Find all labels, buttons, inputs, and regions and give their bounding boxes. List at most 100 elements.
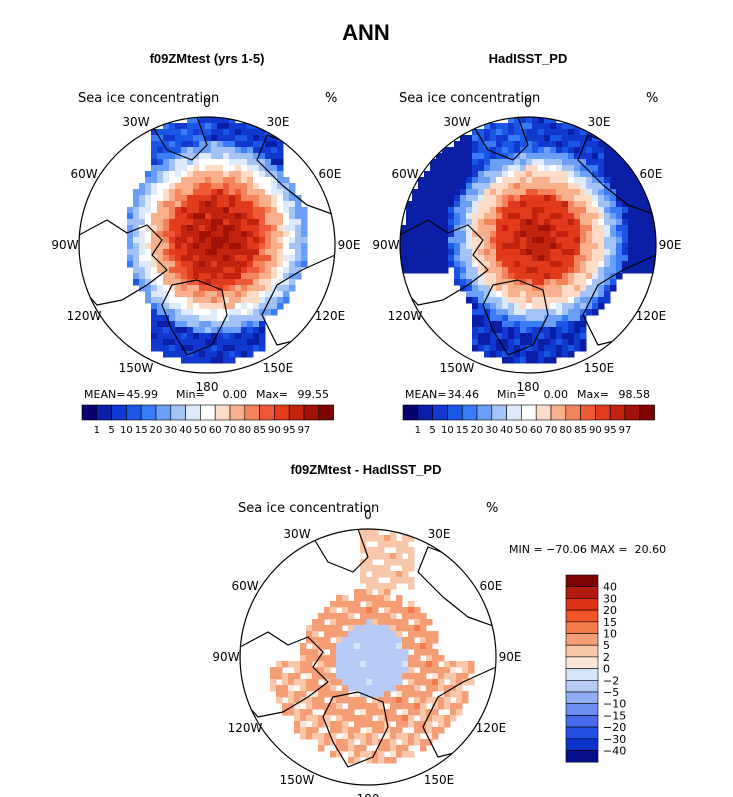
colorbar-label: 90 xyxy=(589,425,602,436)
field-cell xyxy=(277,207,284,214)
field-cell xyxy=(276,661,283,668)
field-cell xyxy=(390,649,397,656)
colorbar-swatch xyxy=(565,726,599,740)
field-cell xyxy=(157,147,164,154)
field-cell xyxy=(408,703,415,710)
field-cell xyxy=(223,297,230,304)
field-cell xyxy=(271,237,278,244)
field-cell xyxy=(193,339,200,346)
field-cell xyxy=(556,291,563,298)
field-cell xyxy=(247,321,254,328)
field-cell xyxy=(169,219,176,226)
colorbar-label: 10 xyxy=(441,425,454,436)
field-cell xyxy=(372,565,379,572)
field-cell xyxy=(348,703,355,710)
field-cell xyxy=(514,297,521,304)
field-cell xyxy=(241,285,248,292)
field-cell xyxy=(526,255,533,262)
field-cell xyxy=(568,333,575,340)
field-cell xyxy=(282,703,289,710)
field-cell xyxy=(205,225,212,232)
field-cell xyxy=(289,267,296,274)
field-cell xyxy=(223,237,230,244)
field-cell xyxy=(532,237,539,244)
field-cell xyxy=(544,291,551,298)
field-cell xyxy=(271,141,278,148)
field-cell xyxy=(247,195,254,202)
field-cell xyxy=(229,177,236,184)
field-cell xyxy=(378,667,385,674)
field-cell xyxy=(193,177,200,184)
field-cell xyxy=(217,255,224,262)
field-cell xyxy=(187,249,194,256)
field-cell xyxy=(366,691,373,698)
field-cell xyxy=(348,643,355,650)
colorbar-label: 5 xyxy=(603,639,610,652)
field-cell xyxy=(163,309,170,316)
field-cell xyxy=(342,697,349,704)
field-cell xyxy=(456,691,463,698)
field-cell xyxy=(418,189,425,196)
field-cell xyxy=(598,147,605,154)
field-cell xyxy=(157,189,164,196)
field-cell xyxy=(241,321,248,328)
field-cell xyxy=(193,201,200,208)
field-cell xyxy=(496,171,503,178)
field-cell xyxy=(169,141,176,148)
field-cell xyxy=(324,721,331,728)
colorbar-swatch xyxy=(565,586,599,599)
field-cell xyxy=(384,631,391,638)
field-cell xyxy=(187,225,194,232)
field-cell xyxy=(472,339,479,346)
field-cell xyxy=(580,201,587,208)
field-cell xyxy=(133,243,140,250)
field-cell xyxy=(586,171,593,178)
field-cell xyxy=(312,667,319,674)
field-cell xyxy=(568,285,575,292)
field-cell xyxy=(598,267,605,274)
field-cell xyxy=(418,231,425,238)
field-cell xyxy=(538,357,545,364)
field-cell xyxy=(490,237,497,244)
field-cell xyxy=(568,339,575,346)
field-cell xyxy=(586,195,593,202)
field-cell xyxy=(217,273,224,280)
field-cell xyxy=(211,177,218,184)
field-cell xyxy=(454,201,461,208)
field-cell xyxy=(193,345,200,352)
field-cell xyxy=(502,123,509,130)
field-cell xyxy=(223,327,230,334)
field-cell xyxy=(556,345,563,352)
field-cell xyxy=(604,153,611,160)
field-cell xyxy=(646,231,653,238)
lon-label: 60W xyxy=(391,167,418,181)
field-cell xyxy=(199,267,206,274)
field-cell xyxy=(406,237,413,244)
field-cell xyxy=(205,345,212,352)
field-cell xyxy=(562,327,569,334)
field-cell xyxy=(241,225,248,232)
field-cell xyxy=(544,159,551,166)
field-cell xyxy=(199,135,206,142)
field-cell xyxy=(502,177,509,184)
field-cell xyxy=(502,165,509,172)
field-cell xyxy=(562,297,569,304)
field-cell xyxy=(520,327,527,334)
coastline xyxy=(79,219,168,306)
field-cell xyxy=(354,691,361,698)
field-cell xyxy=(163,315,170,322)
field-cell xyxy=(478,309,485,316)
field-cell xyxy=(532,147,539,154)
field-cell xyxy=(366,709,373,716)
field-cell xyxy=(133,195,140,202)
colorbar-swatch xyxy=(318,404,334,421)
field-cell xyxy=(592,255,599,262)
field-cell xyxy=(235,309,242,316)
field-cell xyxy=(396,637,403,644)
field-cell xyxy=(211,219,218,226)
field-cell xyxy=(330,679,337,686)
field-cell xyxy=(390,655,397,662)
field-cell xyxy=(175,315,182,322)
field-cell xyxy=(265,177,272,184)
colorbar-swatch xyxy=(288,404,305,421)
